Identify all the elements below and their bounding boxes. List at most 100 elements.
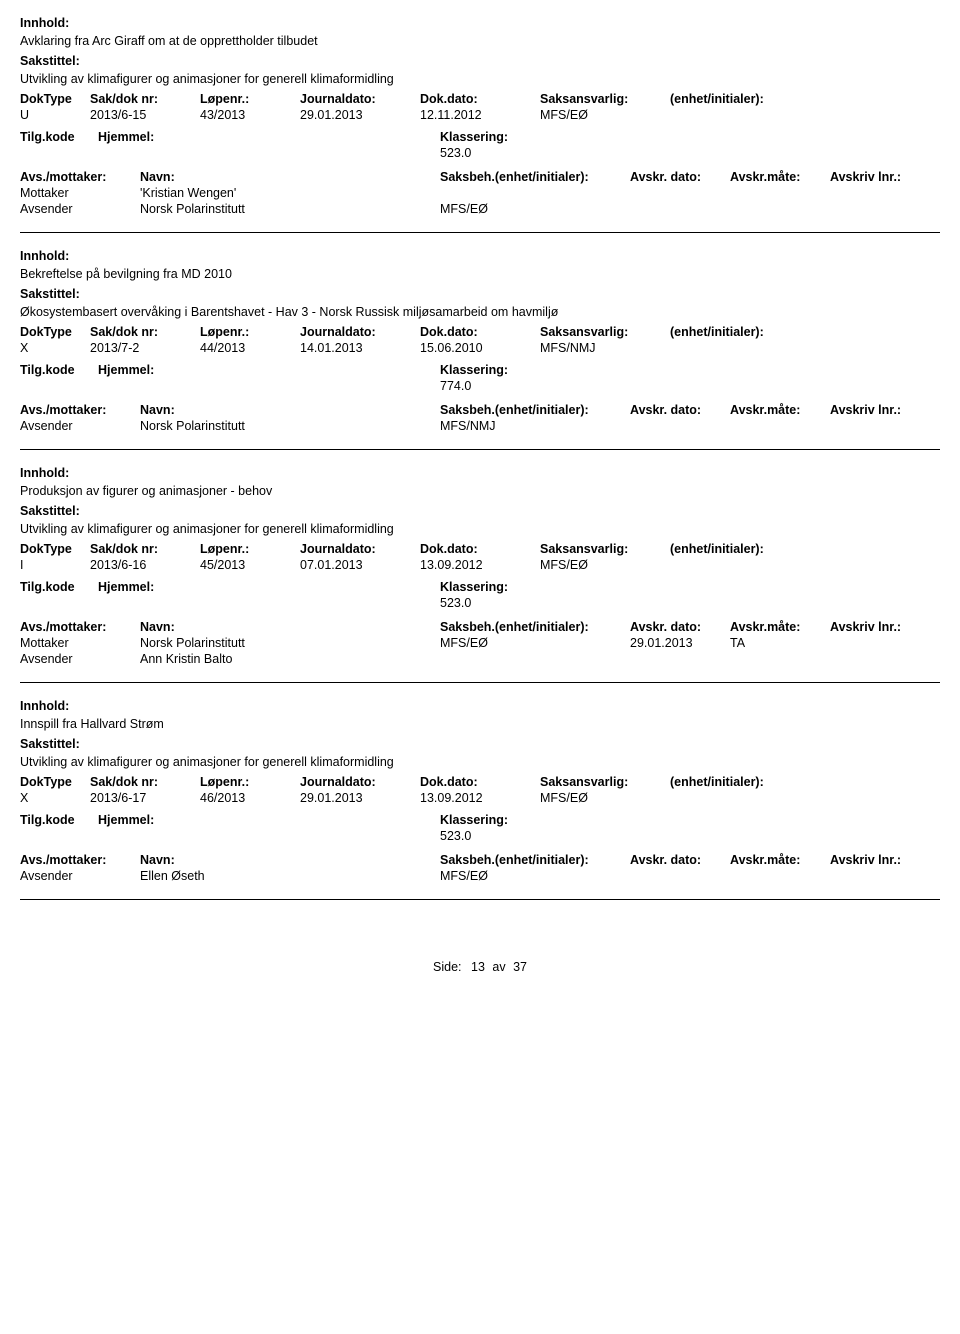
party-role: Mottaker (20, 636, 140, 650)
party-role: Avsender (20, 419, 140, 433)
innhold-value: Avklaring fra Arc Giraff om at de oppret… (20, 34, 940, 48)
dokdato-header: Dok.dato: (420, 542, 540, 556)
lopenr-header: Løpenr.: (200, 775, 300, 789)
klassering-label: Klassering: (440, 363, 508, 377)
enhet-header: (enhet/initialer): (670, 92, 820, 106)
party-row: MottakerNorsk PolarinstituttMFS/EØ29.01.… (20, 636, 940, 650)
hjemmel-label: Hjemmel: (98, 813, 440, 827)
sakstittel-value: Utvikling av klimafigurer og animasjoner… (20, 72, 940, 86)
sakstittel-label: Sakstittel: (20, 54, 940, 68)
journaldato-header: Journaldato: (300, 775, 420, 789)
party-header-row: Avs./mottaker:Navn:Saksbeh.(enhet/initia… (20, 403, 940, 417)
avsmot-header: Avs./mottaker: (20, 170, 140, 184)
party-saksbeh (440, 186, 630, 200)
avskrdato-header: Avskr. dato: (630, 620, 730, 634)
party-avskriv (830, 202, 940, 216)
lopenr-value: 46/2013 (200, 791, 300, 805)
saksansvarlig-header: Saksansvarlig: (540, 542, 670, 556)
klassering-value-row: 774.0 (20, 379, 940, 393)
hjemmel-label: Hjemmel: (98, 363, 440, 377)
saksbeh-header: Saksbeh.(enhet/initialer): (440, 403, 630, 417)
party-avskriv (830, 636, 940, 650)
klassering-spacer (20, 379, 440, 393)
klassering-value-row: 523.0 (20, 146, 940, 160)
party-avskriv (830, 186, 940, 200)
avskrdato-header: Avskr. dato: (630, 170, 730, 184)
sakdok-value: 2013/6-15 (90, 108, 200, 122)
klassering-value: 774.0 (440, 379, 471, 393)
saksansvarlig-value: MFS/EØ (540, 558, 670, 572)
klassering-spacer (20, 829, 440, 843)
avskriv-header: Avskriv lnr.: (830, 620, 940, 634)
saksbeh-header: Saksbeh.(enhet/initialer): (440, 853, 630, 867)
sakstittel-label: Sakstittel: (20, 504, 940, 518)
innhold-label: Innhold: (20, 699, 940, 713)
saksansvarlig-header: Saksansvarlig: (540, 775, 670, 789)
footer-page-num: 13 (471, 960, 485, 974)
sakstittel-label: Sakstittel: (20, 737, 940, 751)
innhold-value: Bekreftelse på bevilgning fra MD 2010 (20, 267, 940, 281)
party-avskrdato (630, 202, 730, 216)
sakstittel-label: Sakstittel: (20, 287, 940, 301)
party-avskrdato (630, 186, 730, 200)
enhet-header: (enhet/initialer): (670, 325, 820, 339)
saksansvarlig-value: MFS/NMJ (540, 341, 670, 355)
metadata-value-row: I2013/6-1645/201307.01.201313.09.2012MFS… (20, 558, 940, 572)
party-header-row: Avs./mottaker:Navn:Saksbeh.(enhet/initia… (20, 170, 940, 184)
journal-record: Innhold: Innspill fra Hallvard Strøm Sakst… (20, 683, 940, 899)
innhold-value: Produksjon av figurer og animasjoner - b… (20, 484, 940, 498)
party-name: Ellen Øseth (140, 869, 440, 883)
party-row: AvsenderAnn Kristin Balto (20, 652, 940, 666)
sakdok-header: Sak/dok nr: (90, 325, 200, 339)
party-saksbeh: MFS/EØ (440, 636, 630, 650)
dokdato-header: Dok.dato: (420, 325, 540, 339)
party-avskrdato (630, 419, 730, 433)
avsmot-header: Avs./mottaker: (20, 853, 140, 867)
klassering-spacer (20, 146, 440, 160)
footer-av-label: av (492, 960, 505, 974)
lopenr-header: Løpenr.: (200, 325, 300, 339)
party-row: AvsenderNorsk PolarinstituttMFS/EØ (20, 202, 940, 216)
record-divider (20, 899, 940, 900)
tilgkode-label: Tilg.kode (20, 363, 98, 377)
tilgkode-label: Tilg.kode (20, 813, 98, 827)
metadata-header-row: DokTypeSak/dok nr:Løpenr.:Journaldato:Do… (20, 325, 940, 339)
avskriv-header: Avskriv lnr.: (830, 853, 940, 867)
avskriv-header: Avskriv lnr.: (830, 170, 940, 184)
innhold-value: Innspill fra Hallvard Strøm (20, 717, 940, 731)
sakdok-header: Sak/dok nr: (90, 775, 200, 789)
avskrmate-header: Avskr.måte: (730, 403, 830, 417)
sakdok-value: 2013/6-17 (90, 791, 200, 805)
hjemmel-label: Hjemmel: (98, 580, 440, 594)
klassering-label: Klassering: (440, 580, 508, 594)
avskrdato-header: Avskr. dato: (630, 853, 730, 867)
party-name: Norsk Polarinstitutt (140, 419, 440, 433)
avskrmate-header: Avskr.måte: (730, 853, 830, 867)
party-avskrmate (730, 186, 830, 200)
enhet-value (670, 108, 820, 122)
klassering-value: 523.0 (440, 146, 471, 160)
party-saksbeh (440, 652, 630, 666)
klassering-spacer (20, 596, 440, 610)
party-saksbeh: MFS/NMJ (440, 419, 630, 433)
party-avskrdato (630, 869, 730, 883)
navn-header: Navn: (140, 403, 440, 417)
sakdok-header: Sak/dok nr: (90, 92, 200, 106)
avskriv-header: Avskriv lnr.: (830, 403, 940, 417)
avskrdato-header: Avskr. dato: (630, 403, 730, 417)
avsmot-header: Avs./mottaker: (20, 403, 140, 417)
party-avskrmate (730, 202, 830, 216)
journaldato-value: 29.01.2013 (300, 791, 420, 805)
klassering-value-row: 523.0 (20, 829, 940, 843)
navn-header: Navn: (140, 853, 440, 867)
journaldato-value: 14.01.2013 (300, 341, 420, 355)
avsmot-header: Avs./mottaker: (20, 620, 140, 634)
party-row: AvsenderNorsk PolarinstituttMFS/NMJ (20, 419, 940, 433)
metadata-header-row: DokTypeSak/dok nr:Løpenr.:Journaldato:Do… (20, 542, 940, 556)
sakstittel-value: Utvikling av klimafigurer og animasjoner… (20, 522, 940, 536)
klassering-label: Klassering: (440, 130, 508, 144)
enhet-value (670, 558, 820, 572)
party-name: Ann Kristin Balto (140, 652, 440, 666)
enhet-value (670, 341, 820, 355)
party-avskrmate (730, 869, 830, 883)
